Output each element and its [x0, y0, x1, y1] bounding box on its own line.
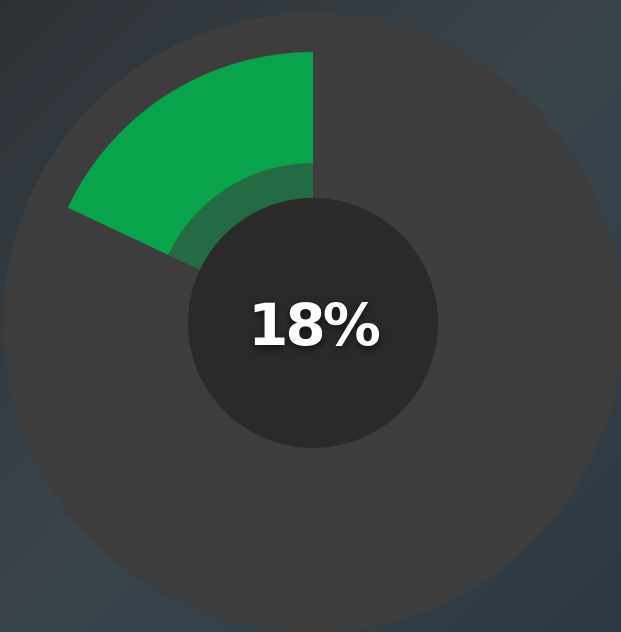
page: {"chart_data": {"type": "donut", "values… [0, 0, 621, 632]
percent-label: 18% [248, 291, 380, 359]
progress-widget: 18% [0, 0, 621, 632]
